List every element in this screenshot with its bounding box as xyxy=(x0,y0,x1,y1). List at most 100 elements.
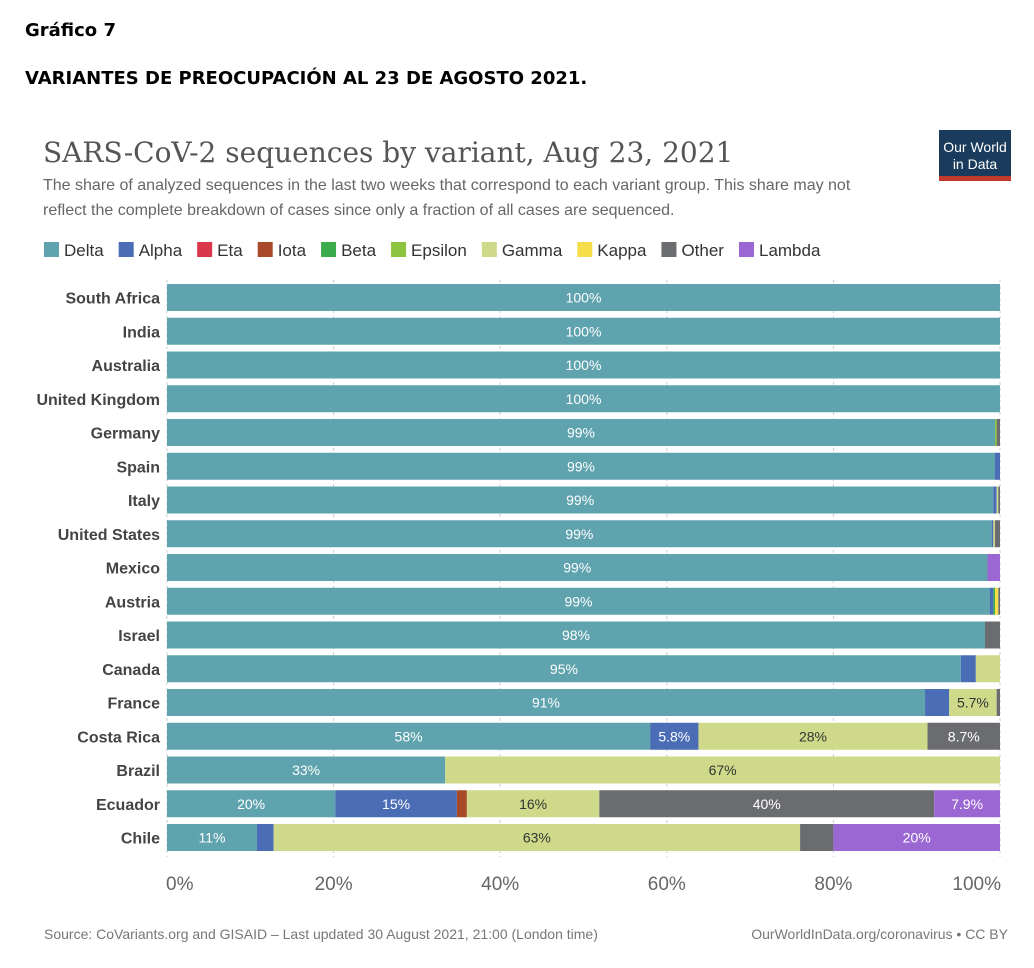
bar-segment-delta[interactable] xyxy=(167,284,1000,311)
bar-segment-delta[interactable] xyxy=(167,351,1000,379)
category-label-costa-rica: Costa Rica xyxy=(77,729,160,746)
legend-swatch-iota xyxy=(257,242,273,257)
data-label: 33% xyxy=(292,762,320,778)
legend-item-lambda[interactable]: Lambda xyxy=(738,241,821,260)
bar-segment-gamma[interactable] xyxy=(445,756,1000,784)
document-title: Gráfico 7 xyxy=(25,20,116,41)
data-label: 99% xyxy=(566,492,594,508)
bar-segment-epsilon[interactable] xyxy=(995,419,997,446)
bar-segment-gamma[interactable] xyxy=(949,689,997,716)
bar-segment-delta[interactable] xyxy=(167,621,986,649)
x-tick-label: 40% xyxy=(481,874,519,895)
bar-segment-delta[interactable] xyxy=(167,317,1000,345)
bar-segment-gamma[interactable] xyxy=(975,655,1000,683)
bar-segment-alpha[interactable] xyxy=(990,587,994,615)
category-label-israel: Israel xyxy=(118,628,160,645)
data-label: 95% xyxy=(550,661,578,677)
category-label-south-africa: South Africa xyxy=(65,291,160,308)
bar-segment-delta[interactable] xyxy=(167,689,926,716)
category-label-canada: Canada xyxy=(102,662,160,679)
variant-chart: SARS-CoV-2 sequences by variant, Aug 23,… xyxy=(36,130,1011,942)
category-label-brazil: Brazil xyxy=(116,763,160,780)
owid-logo[interactable]: Our World in Data xyxy=(939,130,1011,181)
bar-row-spain: 99% xyxy=(167,452,1000,480)
legend-label-beta: Beta xyxy=(341,241,377,260)
bar-segment-delta[interactable] xyxy=(167,486,994,514)
bar-segment-kappa[interactable] xyxy=(995,587,999,615)
category-label-chile: Chile xyxy=(121,831,160,848)
bar-segment-delta[interactable] xyxy=(167,452,996,480)
bar-segment-alpha[interactable] xyxy=(335,790,457,818)
logo-line-2: in Data xyxy=(953,156,998,172)
bar-segment-delta[interactable] xyxy=(167,419,996,446)
bar-segment-other[interactable] xyxy=(996,689,1000,716)
bar-segment-lambda[interactable] xyxy=(987,554,1000,581)
legend-item-gamma[interactable]: Gamma xyxy=(481,241,563,260)
bar-segment-gamma[interactable] xyxy=(466,790,600,818)
bar-segment-other[interactable] xyxy=(800,824,834,851)
bar-segment-delta[interactable] xyxy=(167,824,257,851)
bar-row-mexico: 99% xyxy=(167,554,1000,581)
bar-segment-other[interactable] xyxy=(599,790,935,818)
bar-row-austria: 99% xyxy=(167,587,1000,615)
bar-segment-gamma[interactable] xyxy=(698,722,928,750)
bar-segment-delta[interactable] xyxy=(167,722,651,750)
legend-item-kappa[interactable]: Kappa xyxy=(577,241,647,260)
bar-segment-alpha[interactable] xyxy=(993,486,997,514)
bar-segment-delta[interactable] xyxy=(167,655,961,683)
bar-segment-alpha[interactable] xyxy=(925,689,950,716)
bar-segment-delta[interactable] xyxy=(167,587,991,615)
category-label-united-kingdom: United Kingdom xyxy=(36,392,160,409)
bar-segment-other[interactable] xyxy=(998,486,1000,514)
bar-segment-other[interactable] xyxy=(995,520,1000,548)
data-label: 40% xyxy=(753,796,781,812)
footer-credit[interactable]: OurWorldInData.org/coronavirus • CC BY xyxy=(751,926,1008,942)
data-label: 5.8% xyxy=(658,728,690,744)
bar-segment-gamma[interactable] xyxy=(993,520,996,548)
bar-segment-lambda[interactable] xyxy=(833,824,1000,851)
legend-item-alpha[interactable]: Alpha xyxy=(118,241,183,260)
legend-label-lambda: Lambda xyxy=(759,241,821,260)
data-label: 91% xyxy=(532,695,560,711)
data-label: 11% xyxy=(198,830,225,846)
bar-row-costa-rica: 58% 5.8% 28% 8.7% xyxy=(167,722,1000,750)
legend-swatch-kappa xyxy=(577,242,593,257)
legend-item-eta[interactable]: Eta xyxy=(197,241,243,260)
data-label: 5.7% xyxy=(957,695,989,711)
bar-segment-delta[interactable] xyxy=(167,385,1000,413)
bar-row-chile: 11% 63% 20% xyxy=(167,824,1000,851)
legend-label-epsilon: Epsilon xyxy=(411,241,467,260)
bar-segment-alpha[interactable] xyxy=(256,824,274,851)
data-label: 67% xyxy=(709,762,737,778)
bar-segment-other[interactable] xyxy=(996,419,1000,446)
bar-segment-alpha[interactable] xyxy=(650,722,699,750)
bar-segment-alpha[interactable] xyxy=(991,520,994,548)
bar-segment-gamma[interactable] xyxy=(996,486,999,514)
legend-item-epsilon[interactable]: Epsilon xyxy=(391,241,467,260)
category-label-australia: Australia xyxy=(92,358,161,375)
legend-item-iota[interactable]: Iota xyxy=(257,241,307,260)
bar-segment-iota[interactable] xyxy=(456,790,467,818)
legend-item-other[interactable]: Other xyxy=(661,241,724,260)
bar-segment-alpha[interactable] xyxy=(995,452,1000,480)
footer-source: Source: CoVariants.org and GISAID – Last… xyxy=(44,926,598,942)
legend-swatch-gamma xyxy=(481,242,497,257)
bar-segment-other[interactable] xyxy=(985,621,1000,649)
bar-segment-delta[interactable] xyxy=(167,520,992,548)
bar-segment-delta[interactable] xyxy=(167,790,336,818)
bar-segment-delta[interactable] xyxy=(167,554,988,581)
bar-segment-other[interactable] xyxy=(927,722,1000,750)
category-label-austria: Austria xyxy=(105,594,160,611)
legend-item-delta[interactable]: Delta xyxy=(44,241,104,260)
bar-segment-lambda[interactable] xyxy=(934,790,1000,818)
bar-segment-beta[interactable] xyxy=(993,587,996,615)
x-tick-label: 0% xyxy=(166,874,194,895)
bar-segment-alpha[interactable] xyxy=(960,655,976,683)
bar-row-brazil: 33% 67% xyxy=(167,756,1000,784)
legend-swatch-other xyxy=(661,242,677,257)
bar-segment-other[interactable] xyxy=(998,587,1000,615)
bar-segment-delta[interactable] xyxy=(167,756,446,784)
category-label-france: France xyxy=(108,696,161,713)
legend-item-beta[interactable]: Beta xyxy=(321,241,377,260)
bar-segment-gamma[interactable] xyxy=(273,824,801,851)
